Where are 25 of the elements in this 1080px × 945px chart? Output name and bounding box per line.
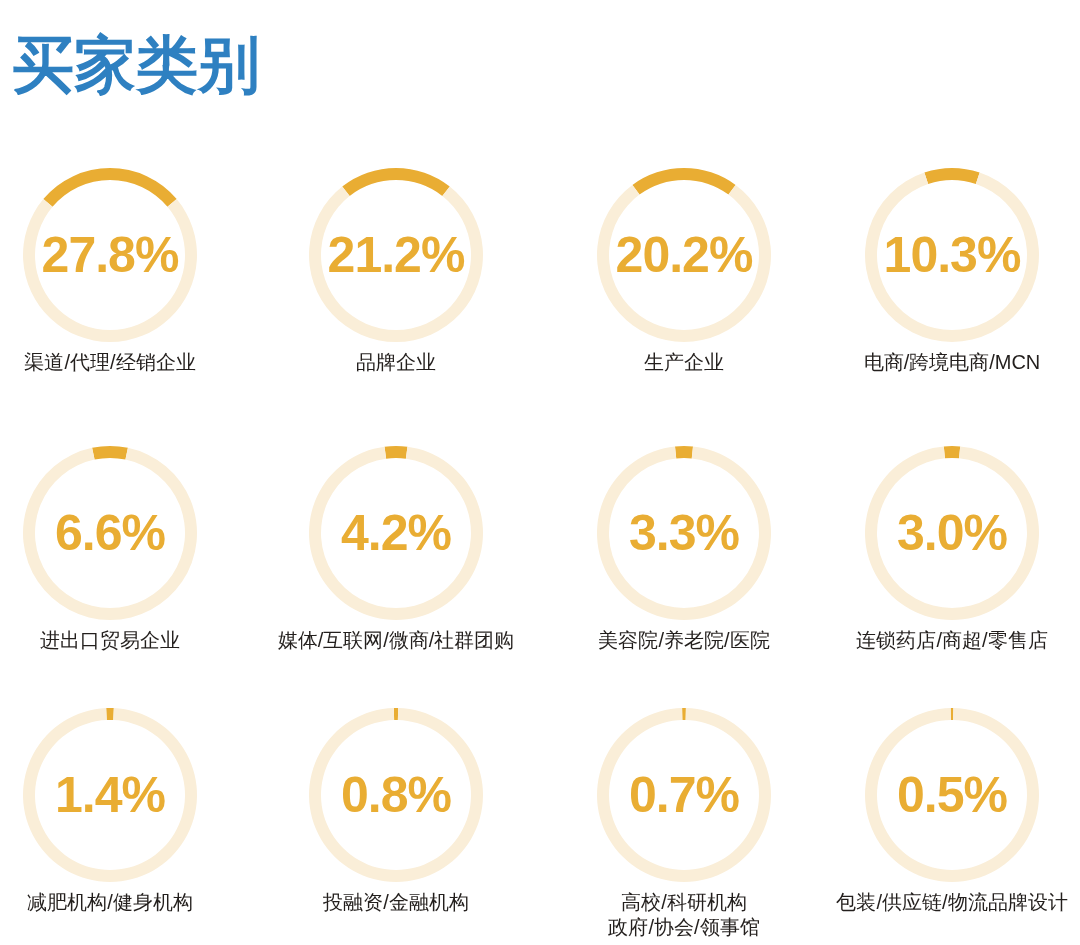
text: 0.8% <box>341 767 452 823</box>
text: 包装/供应链/物流品牌设计 <box>836 891 1068 913</box>
text: 0.7% <box>629 767 740 823</box>
text: 连锁药店/商超/零售店 <box>856 629 1048 651</box>
text: 6.6% <box>55 505 166 561</box>
text: 21.2% <box>327 227 465 283</box>
text: 0.5% <box>897 767 1008 823</box>
text: 投融资/金融机构 <box>322 891 469 913</box>
text: 3.0% <box>897 505 1008 561</box>
text: 品牌企业 <box>356 351 436 373</box>
text: 电商/跨境电商/MCN <box>863 351 1041 373</box>
text: 10.3% <box>883 227 1021 283</box>
text: 渠道/代理/经销企业 <box>24 351 196 373</box>
text: 1.4% <box>55 767 166 823</box>
text: 进出口贸易企业 <box>40 629 180 651</box>
text: 27.8% <box>41 227 179 283</box>
text: 高校/科研机构政府/协会/领事馆 <box>608 891 760 938</box>
text: 3.3% <box>629 505 740 561</box>
text: 生产企业 <box>644 351 724 373</box>
text: 媒体/互联网/微商/社群团购 <box>277 629 515 651</box>
text: 减肥机构/健身机构 <box>27 891 193 913</box>
text: 20.2% <box>615 227 753 283</box>
text: 美容院/养老院/医院 <box>598 629 770 651</box>
text: 买家类别 <box>12 30 260 99</box>
text: 4.2% <box>341 505 452 561</box>
